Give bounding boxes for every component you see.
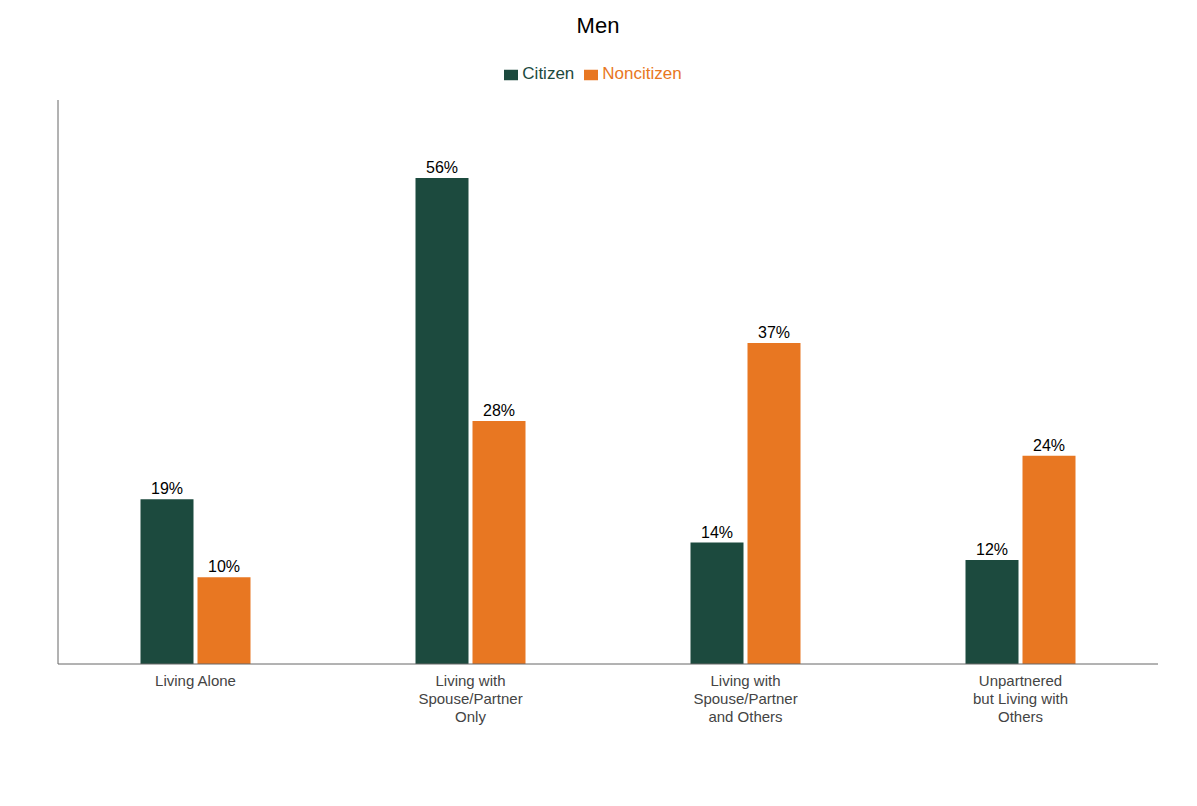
svg-text:14%: 14% xyxy=(701,524,733,541)
svg-text:12%: 12% xyxy=(976,541,1008,558)
svg-text:56%: 56% xyxy=(426,159,458,176)
html-text:Noncitizen: Noncitizen xyxy=(602,64,682,83)
svg-text:28%: 28% xyxy=(483,402,515,419)
svg-text:37%: 37% xyxy=(758,324,790,341)
svg-text:24%: 24% xyxy=(1033,437,1065,454)
svg-text:10%: 10% xyxy=(208,558,240,575)
html-text:Citizen: Citizen xyxy=(522,64,575,83)
svg-text:Living withSpouse/Partnerand O: Living withSpouse/Partnerand Others xyxy=(693,672,797,725)
html-text:Men: Men xyxy=(576,13,620,38)
svg-text:Unpartneredbut Living withOthe: Unpartneredbut Living withOthers xyxy=(973,672,1068,725)
svg-text:Living withSpouse/PartnerOnly: Living withSpouse/PartnerOnly xyxy=(418,672,522,725)
svg-text:Living Alone: Living Alone xyxy=(155,672,236,689)
svg-text:19%: 19% xyxy=(151,480,183,497)
